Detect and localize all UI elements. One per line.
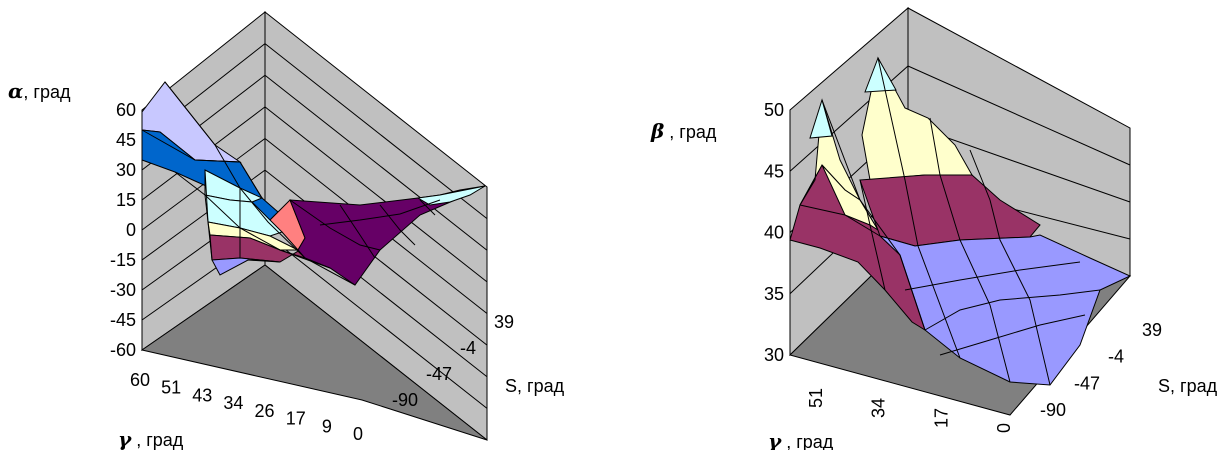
beta-surface-gridline	[904, 261, 1081, 291]
alpha-s-ticks: 39 -4 -47 -90	[392, 312, 514, 410]
s-tick-label: -4	[460, 338, 476, 358]
beta-surface-gridline	[877, 57, 961, 359]
alpha-surface-gridline	[319, 199, 441, 226]
beta-s-label: S, град	[1158, 376, 1218, 396]
beta-surface-gridline	[821, 99, 926, 331]
wall-gridline	[907, 65, 1131, 166]
beta-surface-gridline	[929, 117, 1011, 383]
alpha-surface-gridline	[379, 204, 416, 246]
s-tick-label: -4	[1108, 347, 1124, 367]
beta-axis-label: β , град	[650, 119, 717, 143]
s-tick-label: 39	[1142, 320, 1162, 340]
z-tick-label: 50	[764, 100, 784, 120]
wall-gridline	[264, 106, 488, 283]
gamma-tick-label: 9	[322, 416, 332, 436]
alpha-gamma-label: γ , град	[118, 427, 184, 450]
s-tick-label: -47	[1074, 373, 1100, 393]
beta-surface-gridline	[969, 149, 1051, 386]
beta-surface-band	[809, 98, 833, 139]
gamma-tick-label: 0	[353, 424, 363, 444]
alpha-surface-gridline	[141, 129, 263, 199]
gamma-tick-label: 0	[994, 423, 1014, 433]
z-tick-label: 60	[116, 100, 136, 120]
chart-alpha: 60 45 30 15 0 -15 -30 -45 -60 α, град 60 51 43 34 26…	[8, 10, 565, 450]
z-tick-label: 0	[126, 220, 136, 240]
z-tick-label: -60	[110, 340, 136, 360]
s-tick-label: -90	[1040, 400, 1066, 420]
z-tick-label: 45	[116, 130, 136, 150]
z-tick-label: -30	[110, 280, 136, 300]
alpha-surface-gridline	[339, 204, 376, 259]
beta-surface	[789, 56, 1132, 386]
beta-gamma-ticks: 51 34 17 0	[806, 388, 1014, 433]
z-tick-label: 30	[764, 345, 784, 365]
beta-surface-gridline	[859, 179, 886, 291]
gamma-tick-label: 51	[161, 378, 181, 398]
alpha-surface-gridline	[419, 199, 436, 216]
gamma-tick-label: 60	[130, 370, 150, 390]
gamma-tick-label: 34	[869, 398, 889, 418]
z-tick-label: 45	[764, 161, 784, 181]
z-tick-label: 15	[116, 190, 136, 210]
s-tick-label: -47	[426, 364, 452, 384]
z-tick-label: 35	[764, 284, 784, 304]
beta-gamma-label: γ , град	[768, 429, 834, 450]
beta-s-ticks: 39 -4 -47 -90	[1040, 320, 1162, 420]
gamma-tick-label: 17	[931, 408, 951, 428]
z-tick-label: -45	[110, 310, 136, 330]
beta-z-ticks: 50 45 40 35 30	[764, 100, 784, 365]
wall-gridline	[264, 232, 488, 409]
wall-gridline	[264, 169, 488, 346]
s-tick-label: 39	[494, 312, 514, 332]
alpha-gamma-ticks: 60 51 43 34 26 17 9 0	[130, 370, 363, 444]
alpha-surface-band	[211, 257, 281, 276]
gamma-tick-label: 43	[192, 385, 212, 405]
alpha-surface-gridline	[289, 199, 381, 251]
wall-gridline	[264, 43, 488, 220]
z-tick-label: 30	[116, 160, 136, 180]
gamma-tick-label: 26	[255, 401, 275, 421]
alpha-surface-band	[416, 185, 486, 206]
s-tick-label: -90	[392, 390, 418, 410]
gamma-tick-label: 17	[286, 409, 306, 429]
alpha-floor	[140, 264, 488, 441]
alpha-s-label: S, град	[505, 376, 565, 396]
alpha-z-ticks: 60 45 30 15 0 -15 -30 -45 -60	[110, 100, 136, 360]
beta-surface-gridline	[924, 289, 1101, 331]
beta-surface-gridline	[939, 314, 1086, 356]
alpha-axis-label: α, град	[8, 79, 71, 103]
beta-surface-gridline	[799, 204, 881, 237]
gamma-tick-label: 51	[806, 388, 826, 408]
gamma-tick-label: 34	[223, 393, 243, 413]
wall-gridline	[264, 74, 488, 251]
beta-surface-band	[864, 56, 897, 93]
alpha-surface	[141, 81, 486, 286]
z-tick-label: -15	[110, 250, 136, 270]
z-tick-label: 40	[764, 223, 784, 243]
alpha-surface-gridline	[204, 169, 213, 261]
